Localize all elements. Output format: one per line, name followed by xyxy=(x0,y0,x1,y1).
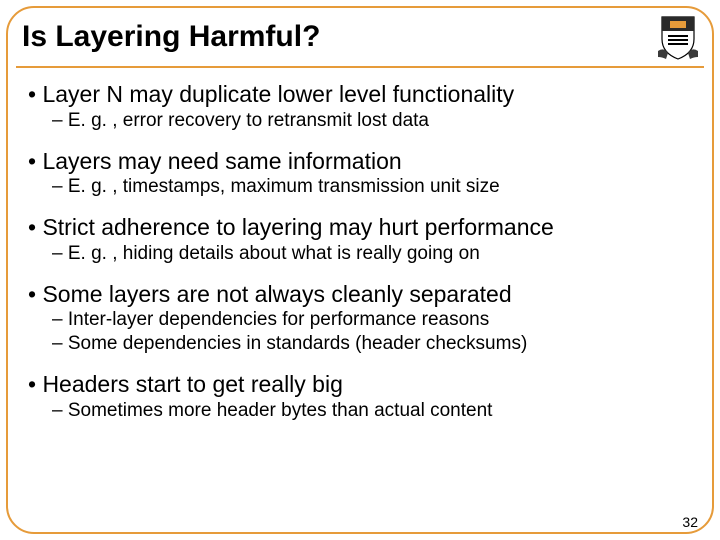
bullet-sub: – E. g. , error recovery to retransmit l… xyxy=(28,109,692,133)
bullet-main: • Layer N may duplicate lower level func… xyxy=(28,80,692,109)
bullet-sub: – Inter-layer dependencies for performan… xyxy=(28,308,692,332)
bullet-sub: – E. g. , timestamps, maximum transmissi… xyxy=(28,175,692,199)
princeton-crest-icon xyxy=(658,13,698,61)
bullet-group: • Headers start to get really big – Some… xyxy=(28,370,692,423)
bullet-main: • Strict adherence to layering may hurt … xyxy=(28,213,692,242)
bullet-main: • Some layers are not always cleanly sep… xyxy=(28,280,692,309)
slide-title: Is Layering Harmful? xyxy=(22,20,320,54)
bullet-group: • Some layers are not always cleanly sep… xyxy=(28,280,692,356)
bullet-sub: – E. g. , hiding details about what is r… xyxy=(28,242,692,266)
bullet-sub: – Sometimes more header bytes than actua… xyxy=(28,399,692,423)
bullet-main: • Headers start to get really big xyxy=(28,370,692,399)
page-number: 32 xyxy=(682,514,698,530)
bullet-group: • Strict adherence to layering may hurt … xyxy=(28,213,692,266)
bullet-group: • Layers may need same information – E. … xyxy=(28,147,692,200)
bullet-group: • Layer N may duplicate lower level func… xyxy=(28,80,692,133)
bullet-main: • Layers may need same information xyxy=(28,147,692,176)
title-bar: Is Layering Harmful? xyxy=(16,14,704,68)
content-area: • Layer N may duplicate lower level func… xyxy=(28,80,692,510)
bullet-sub: – Some dependencies in standards (header… xyxy=(28,332,692,356)
